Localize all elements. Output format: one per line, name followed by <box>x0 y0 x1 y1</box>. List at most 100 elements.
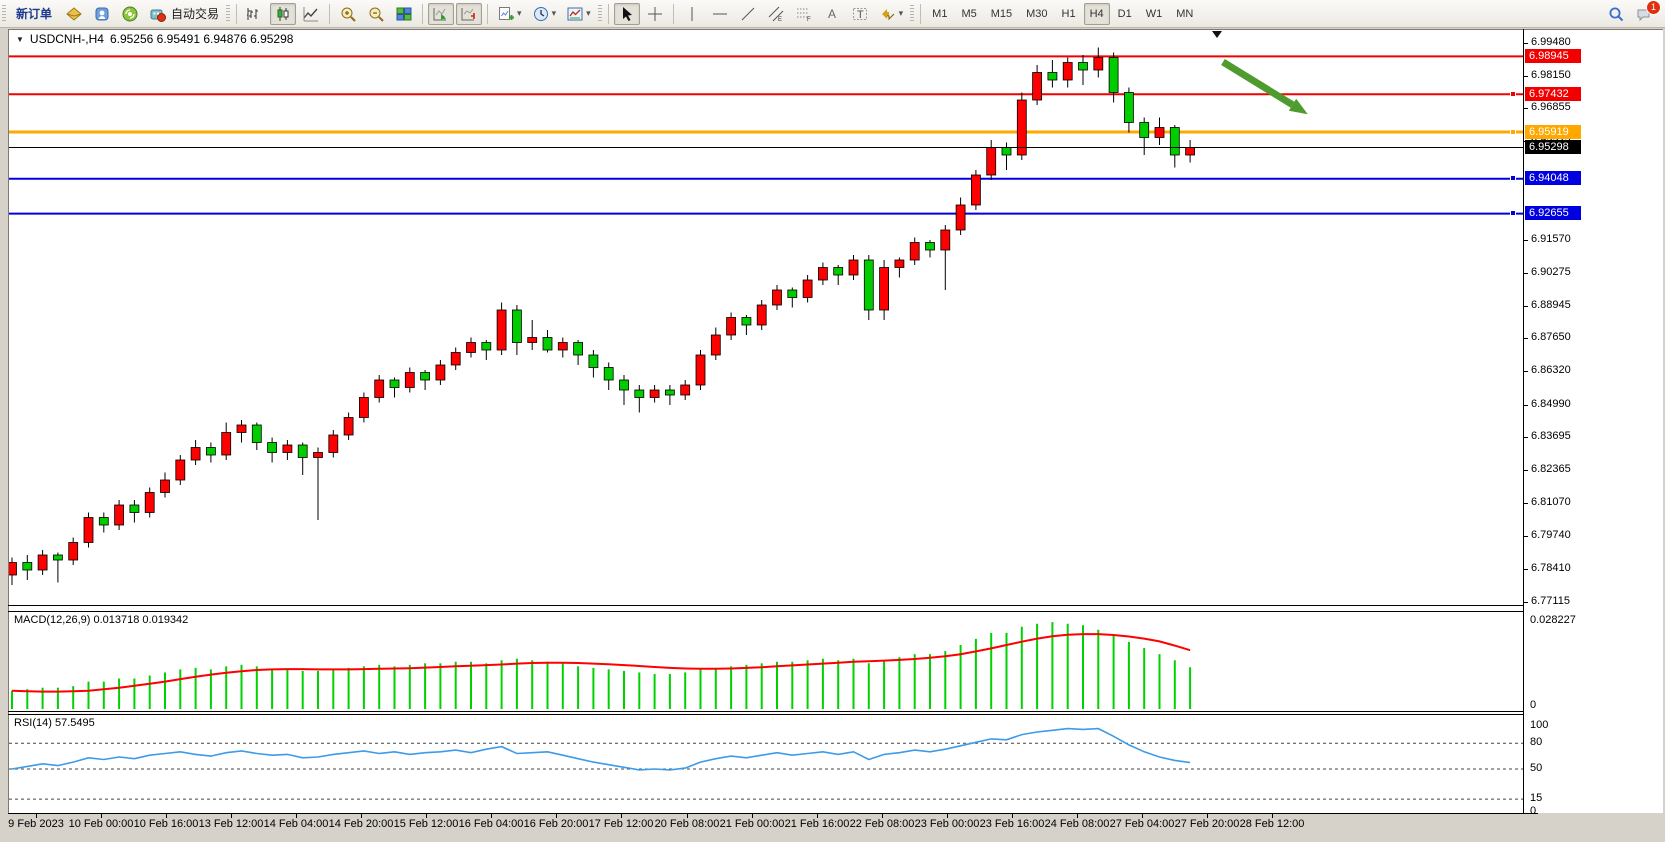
price-tick-label: 6.98150 <box>1531 69 1571 81</box>
zoom-out-icon[interactable] <box>363 3 389 25</box>
candle-body <box>205 447 216 456</box>
line-handle[interactable] <box>1510 175 1516 181</box>
tile-windows-icon[interactable] <box>391 3 417 25</box>
fibonacci-icon[interactable]: F <box>791 3 817 25</box>
crosshair-icon[interactable] <box>642 3 668 25</box>
line-handle[interactable] <box>1510 91 1516 97</box>
candle-body <box>22 562 33 571</box>
candle-body <box>53 554 63 561</box>
svg-text:E: E <box>778 17 782 23</box>
chart-top-border <box>8 29 1663 30</box>
candle-body <box>343 417 354 436</box>
timeframe-m1[interactable]: M1 <box>932 7 948 20</box>
time-tick <box>1012 814 1013 818</box>
bar-chart-icon[interactable] <box>242 3 268 25</box>
candle-body <box>129 504 140 513</box>
toolbar-grip <box>597 4 602 23</box>
candlestick-chart-icon[interactable] <box>270 2 297 25</box>
trend-arrow-annotation[interactable] <box>1221 59 1295 108</box>
candle-body <box>542 337 553 351</box>
price-tick-label: 6.87650 <box>1531 331 1571 343</box>
horizontal-line-icon[interactable] <box>707 3 733 25</box>
text-label-icon[interactable]: T <box>847 3 873 25</box>
chart-shift-marker[interactable] <box>1212 31 1222 38</box>
candle-body <box>37 554 48 571</box>
candle-body <box>955 204 966 231</box>
candle-body <box>1185 147 1195 156</box>
templates-button[interactable]: ▾ <box>562 3 595 25</box>
signals-icon[interactable] <box>117 3 143 25</box>
time-label: 24 Feb 08:00 <box>1044 818 1110 830</box>
timeframe-h1[interactable]: H1 <box>1061 7 1076 20</box>
symbol-period-label: USDCNH-,H4 <box>29 32 104 46</box>
timeframe-mn[interactable]: MN <box>1176 7 1194 20</box>
candle-body <box>940 229 951 251</box>
chevron-down-icon: ▾ <box>586 8 591 18</box>
timeframe-d1[interactable]: D1 <box>1117 7 1132 20</box>
rsi-pane[interactable] <box>9 715 1523 813</box>
navigator-icon[interactable] <box>89 3 115 25</box>
trendline-icon[interactable] <box>735 3 761 25</box>
timeframe-m30[interactable]: M30 <box>1026 7 1048 20</box>
price-tick-label: 6.96855 <box>1531 101 1571 113</box>
main-chart-pane[interactable] <box>9 30 1523 605</box>
price-tick <box>1524 76 1528 77</box>
price-badge-6.92655: 6.92655 <box>1525 206 1581 220</box>
chart-shift-icon[interactable] <box>456 2 483 25</box>
timeframe-m15[interactable]: M15 <box>990 7 1013 20</box>
candle-body <box>328 434 339 453</box>
zoom-in-icon[interactable] <box>335 3 361 25</box>
line-chart-icon[interactable] <box>298 3 324 25</box>
line-handle[interactable] <box>1510 129 1516 135</box>
timeframe-group: M1 M5 M15 M30 H1 H4 D1 W1 MN <box>925 2 1200 25</box>
candle-body <box>695 354 706 386</box>
arrows-tool-button[interactable]: ▾ <box>875 3 908 25</box>
new-chart-button[interactable]: ▾ <box>493 3 526 25</box>
candle-body <box>190 447 201 461</box>
time-label: 16 Feb 20:00 <box>523 818 589 830</box>
chevron-down-icon[interactable]: ▼ <box>16 34 24 44</box>
period-button[interactable]: ▾ <box>528 3 561 25</box>
toolbar: 新订单 自动交易 ▾ <box>0 0 1665 28</box>
candle-body <box>1108 57 1119 93</box>
time-label: 21 Feb 00:00 <box>719 818 785 830</box>
time-tick <box>101 814 102 818</box>
price-tick-label: 6.90275 <box>1531 266 1571 278</box>
vertical-line-icon[interactable] <box>679 3 705 25</box>
timeframe-m5[interactable]: M5 <box>961 7 977 20</box>
autotrading-icon[interactable]: 自动交易 <box>145 3 223 25</box>
price-axis-border <box>1523 29 1524 814</box>
chart-title[interactable]: ▼ USDCNH-,H4 6.95256 6.95491 6.94876 6.9… <box>13 32 297 46</box>
macd-signal-line <box>11 633 1191 693</box>
cursor-icon[interactable] <box>613 2 640 25</box>
separator <box>236 3 238 24</box>
new-order-button[interactable]: 新订单 <box>16 7 53 21</box>
candle-body <box>787 289 798 298</box>
rsi-scale-label: 0 <box>1530 805 1537 817</box>
time-label: 22 Feb 08:00 <box>849 818 915 830</box>
timeframe-h4[interactable]: H4 <box>1083 2 1110 25</box>
candle-body <box>160 479 170 493</box>
equidistant-channel-icon[interactable]: E <box>763 3 789 25</box>
search-button[interactable] <box>1603 3 1629 25</box>
chart-window: ▼ USDCNH-,H4 6.95256 6.95491 6.94876 6.9… <box>0 28 1665 836</box>
time-label: 23 Feb 00:00 <box>914 818 980 830</box>
candle-body <box>726 317 736 336</box>
macd-pane[interactable] <box>9 612 1523 711</box>
line-handle[interactable] <box>1510 210 1516 216</box>
rsi-scale-label: 15 <box>1530 792 1543 804</box>
candle-body <box>986 147 997 176</box>
chart-background <box>8 30 1663 813</box>
candle-body <box>1016 99 1027 156</box>
timeframe-w1[interactable]: W1 <box>1145 7 1163 20</box>
candle-body <box>818 267 828 281</box>
candle-body <box>833 267 844 276</box>
auto-scroll-icon[interactable] <box>428 2 455 25</box>
time-tick <box>491 814 492 818</box>
separator <box>487 3 489 24</box>
market-watch-icon[interactable] <box>61 3 87 25</box>
text-icon[interactable]: A <box>819 3 845 25</box>
notifications-button[interactable]: 1 <box>1631 0 1661 25</box>
price-tick-label: 6.83695 <box>1531 430 1571 442</box>
